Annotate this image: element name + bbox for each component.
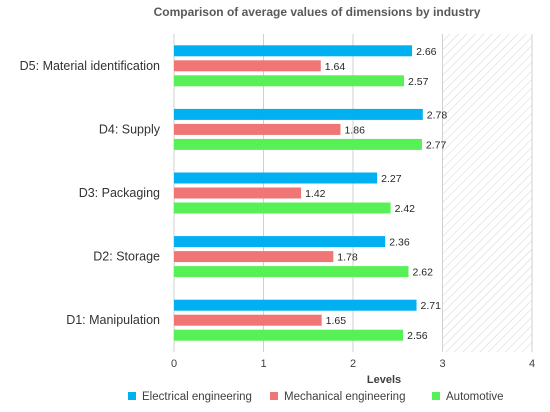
data-label: 2.62 [412, 267, 433, 279]
bar [174, 123, 341, 135]
chart-title: Comparison of average values of dimensio… [154, 5, 481, 19]
bar [174, 45, 413, 57]
category-label: D4: Supply [99, 122, 161, 136]
bar [174, 138, 422, 150]
bar [174, 108, 423, 120]
x-tick-label: 4 [529, 358, 535, 370]
data-label: 2.78 [427, 109, 448, 121]
bar [174, 251, 334, 263]
legend-label: Mechanical engineering [284, 391, 405, 403]
legend-swatch [270, 392, 278, 400]
bar [174, 202, 391, 214]
x-tick-label: 2 [350, 358, 356, 370]
legend: Electrical engineering Mechanical enginee… [128, 391, 504, 403]
x-tick-label: 0 [171, 358, 177, 370]
x-tick-label: 1 [260, 358, 266, 370]
data-label: 1.86 [344, 124, 365, 136]
category-label: D5: Material identification [20, 59, 160, 73]
data-label: 1.78 [337, 252, 358, 264]
bar [174, 172, 378, 184]
data-label: 2.77 [426, 139, 447, 151]
data-label: 2.42 [395, 203, 416, 215]
data-label: 2.36 [389, 237, 410, 249]
bar [174, 75, 405, 87]
bar [174, 60, 321, 72]
x-axis-title: Levels [367, 374, 401, 386]
category-label: D1: Manipulation [66, 313, 160, 327]
bar [174, 187, 302, 199]
data-label: 2.71 [421, 300, 442, 312]
legend-label: Automotive [446, 391, 504, 403]
data-label: 2.66 [416, 46, 437, 58]
bar [174, 314, 322, 326]
plot-area: 0 1 2 3 4 D5: Material identification 2.66 1.64… [20, 34, 535, 370]
legend-label: Electrical engineering [142, 391, 252, 403]
data-label: 1.65 [326, 315, 347, 327]
bar [174, 299, 417, 311]
legend-swatch [128, 392, 136, 400]
bar [174, 329, 404, 341]
data-label: 2.27 [381, 173, 402, 185]
hatched-region [442, 34, 532, 352]
data-label: 1.42 [305, 188, 326, 200]
category-label: D2: Storage [93, 250, 160, 264]
x-tick-label: 3 [439, 358, 445, 370]
legend-swatch [432, 392, 440, 400]
data-label: 2.56 [407, 330, 428, 342]
category-label: D3: Packaging [79, 186, 160, 200]
data-label: 2.57 [408, 76, 429, 88]
bar [174, 266, 409, 278]
data-label: 1.64 [325, 61, 346, 73]
bar [174, 236, 386, 248]
